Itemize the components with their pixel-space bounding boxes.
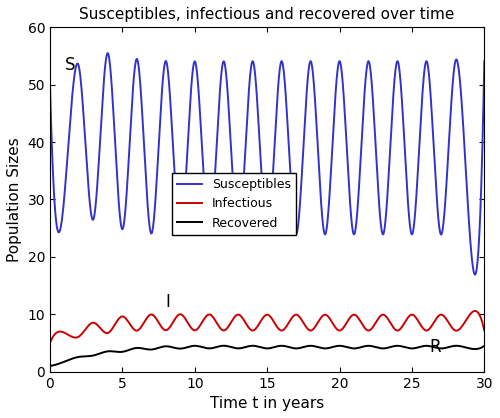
Susceptibles [104,51,110,56]
Susceptibles [473,270,479,275]
Infectious [472,308,478,314]
Infectious [122,316,128,321]
Recovered [96,351,102,356]
Infectious [96,325,102,330]
Infectious [482,328,488,333]
Text: S: S [64,56,75,74]
Recovered [221,343,227,348]
Susceptibles [232,217,238,222]
Susceptibles [96,147,102,152]
Recovered [473,347,479,352]
Recovered [122,349,128,354]
Title: Susceptibles, infectious and recovered over time: Susceptibles, infectious and recovered o… [80,7,455,22]
Susceptibles [472,272,478,277]
Line: Infectious: Infectious [50,311,484,343]
Legend: Susceptibles, Infectious, Recovered: Susceptibles, Infectious, Recovered [172,173,296,234]
Line: Recovered: Recovered [50,346,484,366]
Infectious [232,314,238,319]
Infectious [426,327,432,332]
Text: R: R [430,338,441,356]
Text: I: I [166,293,170,311]
X-axis label: Time t in years: Time t in years [210,396,324,411]
Susceptibles [426,74,432,79]
Susceptibles [482,59,488,64]
Infectious [214,320,220,325]
Infectious [47,340,53,345]
Y-axis label: Population Sizes: Population Sizes [7,137,22,262]
Recovered [482,343,488,348]
Susceptibles [122,207,128,212]
Line: Susceptibles: Susceptibles [50,53,484,275]
Recovered [232,346,238,351]
Infectious [473,308,479,314]
Susceptibles [47,82,53,87]
Susceptibles [214,142,220,147]
Recovered [47,363,53,368]
Recovered [214,344,220,349]
Recovered [426,344,432,349]
